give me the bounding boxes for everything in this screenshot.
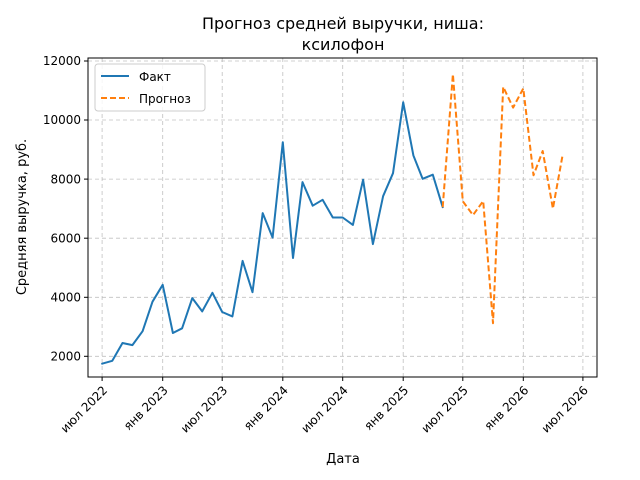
y-tick-label: 10000 [43, 113, 81, 127]
legend: Факт Прогноз [94, 63, 206, 112]
legend-label-forecast: Прогноз [139, 92, 191, 106]
y-tick-label: 8000 [50, 172, 81, 186]
series-line-forecast [441, 73, 564, 325]
chart-title-line-1: Прогноз средней выручки, ниша: [202, 14, 484, 33]
grid [88, 58, 597, 377]
y-tick-label: 6000 [50, 231, 81, 245]
y-tick-label: 12000 [43, 54, 81, 68]
y-tick-label: 4000 [50, 291, 81, 305]
y-axis-label: Средняя выручка, руб. [15, 139, 30, 295]
series-line-fact [101, 101, 444, 365]
chart-title-line-2: ксилофон [302, 35, 385, 54]
legend-label-fact: Факт [139, 70, 171, 84]
x-axis-label: Дата [326, 452, 360, 467]
plot-frame [87, 57, 598, 378]
series-layer [101, 73, 564, 365]
y-tick-label: 2000 [50, 350, 81, 364]
